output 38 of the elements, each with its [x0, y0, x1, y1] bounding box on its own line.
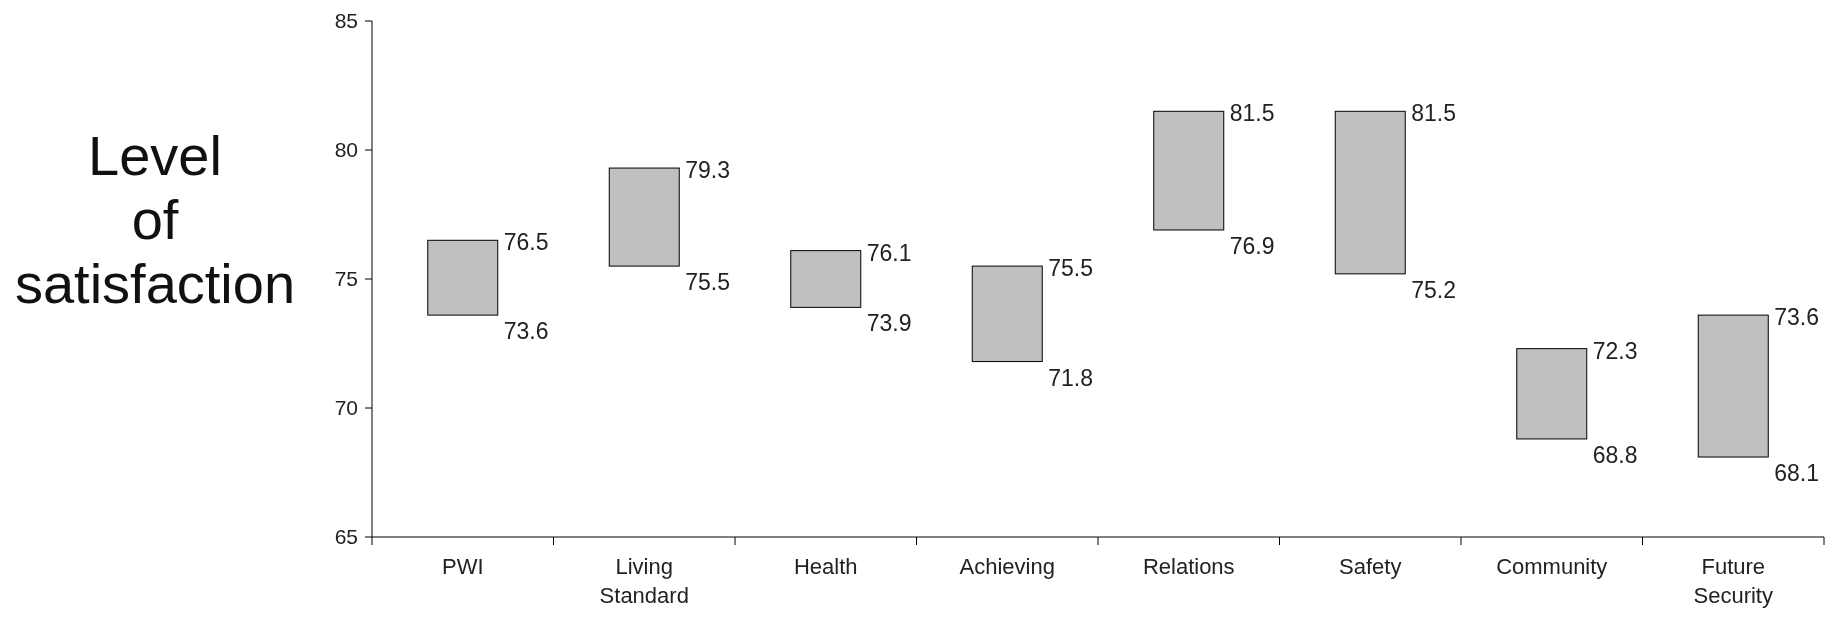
annotation: 73.6: [1774, 304, 1820, 331]
x-tick-label: Future Security: [1693, 554, 1773, 608]
bar: [971, 265, 1043, 363]
x-tick-label: PWI: [441, 554, 484, 579]
x-tick-label: Safety: [1339, 554, 1402, 579]
annotation: 76.5: [503, 229, 549, 256]
y-tick-label: 75: [334, 267, 358, 291]
annotation: 72.3: [1592, 337, 1638, 364]
bar: [608, 167, 680, 267]
annotation: 76.1: [866, 239, 912, 266]
y-tick-label: 85: [334, 9, 358, 33]
annotation: 75.5: [685, 269, 731, 296]
annotation: 68.1: [1774, 460, 1820, 487]
annotation: 73.9: [866, 310, 912, 337]
y-axis-title: Level of satisfaction: [14, 124, 296, 315]
annotation: 71.8: [1048, 364, 1094, 391]
bar: [1697, 314, 1769, 458]
annotation: 76.9: [1229, 233, 1275, 260]
bar: [427, 239, 499, 316]
annotation: 79.3: [685, 157, 731, 184]
bar: [1334, 110, 1406, 275]
x-tick-label: Living Standard: [599, 554, 689, 608]
x-tick-label: Achieving: [959, 554, 1055, 579]
y-tick-label: 65: [334, 525, 358, 549]
annotation: 81.5: [1411, 100, 1457, 127]
bar: [1516, 348, 1588, 440]
y-tick-label: 80: [334, 138, 358, 162]
x-tick-label: Relations: [1142, 554, 1235, 579]
bar: [1153, 110, 1225, 231]
annotation: 81.5: [1229, 100, 1275, 127]
y-tick-label: 70: [334, 396, 358, 420]
annotation: 68.8: [1592, 442, 1638, 469]
x-tick-label: Health: [793, 554, 858, 579]
annotation: 75.5: [1048, 255, 1094, 282]
annotation: 73.6: [503, 318, 549, 345]
annotation: 75.2: [1411, 276, 1457, 303]
x-tick-label: Community: [1496, 554, 1608, 579]
bar: [790, 250, 862, 308]
